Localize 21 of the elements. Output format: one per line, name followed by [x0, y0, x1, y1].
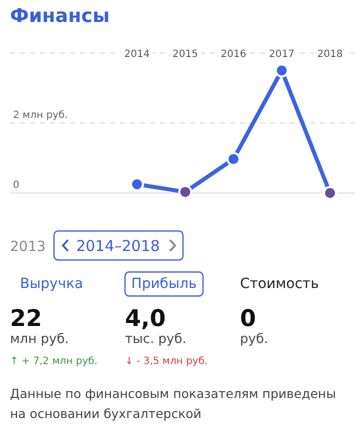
text: Данные по финансовым показателям приведены на основании бухгалтерской — [10, 386, 336, 421]
text: ↑ + 7,2 млн руб. — [10, 356, 98, 367]
x-tick-label: 2017 — [269, 49, 294, 60]
x-tick-label: 2015 — [172, 49, 198, 60]
text: руб. — [240, 332, 268, 347]
text: Выручка — [20, 276, 84, 292]
text: Стоимость — [240, 276, 319, 292]
x-tick-label: 2016 — [220, 49, 246, 60]
text: млн руб. — [10, 332, 69, 347]
chart-title: Финансы — [10, 5, 110, 27]
text: 0 — [240, 306, 256, 332]
x-tick-label: 2014 — [124, 49, 150, 60]
y-tick-label: 2 млн руб. — [13, 110, 68, 121]
x-tick-label: 2018 — [317, 49, 343, 60]
text: 22 — [10, 306, 42, 332]
text: 2014–2018 — [76, 237, 160, 255]
text: Прибыль — [131, 276, 197, 292]
text: ↓ - 3,5 млн руб. — [125, 356, 208, 367]
text: 2013 — [10, 239, 46, 255]
text: 4,0 — [125, 306, 166, 332]
text: тыс. руб. — [125, 332, 186, 347]
